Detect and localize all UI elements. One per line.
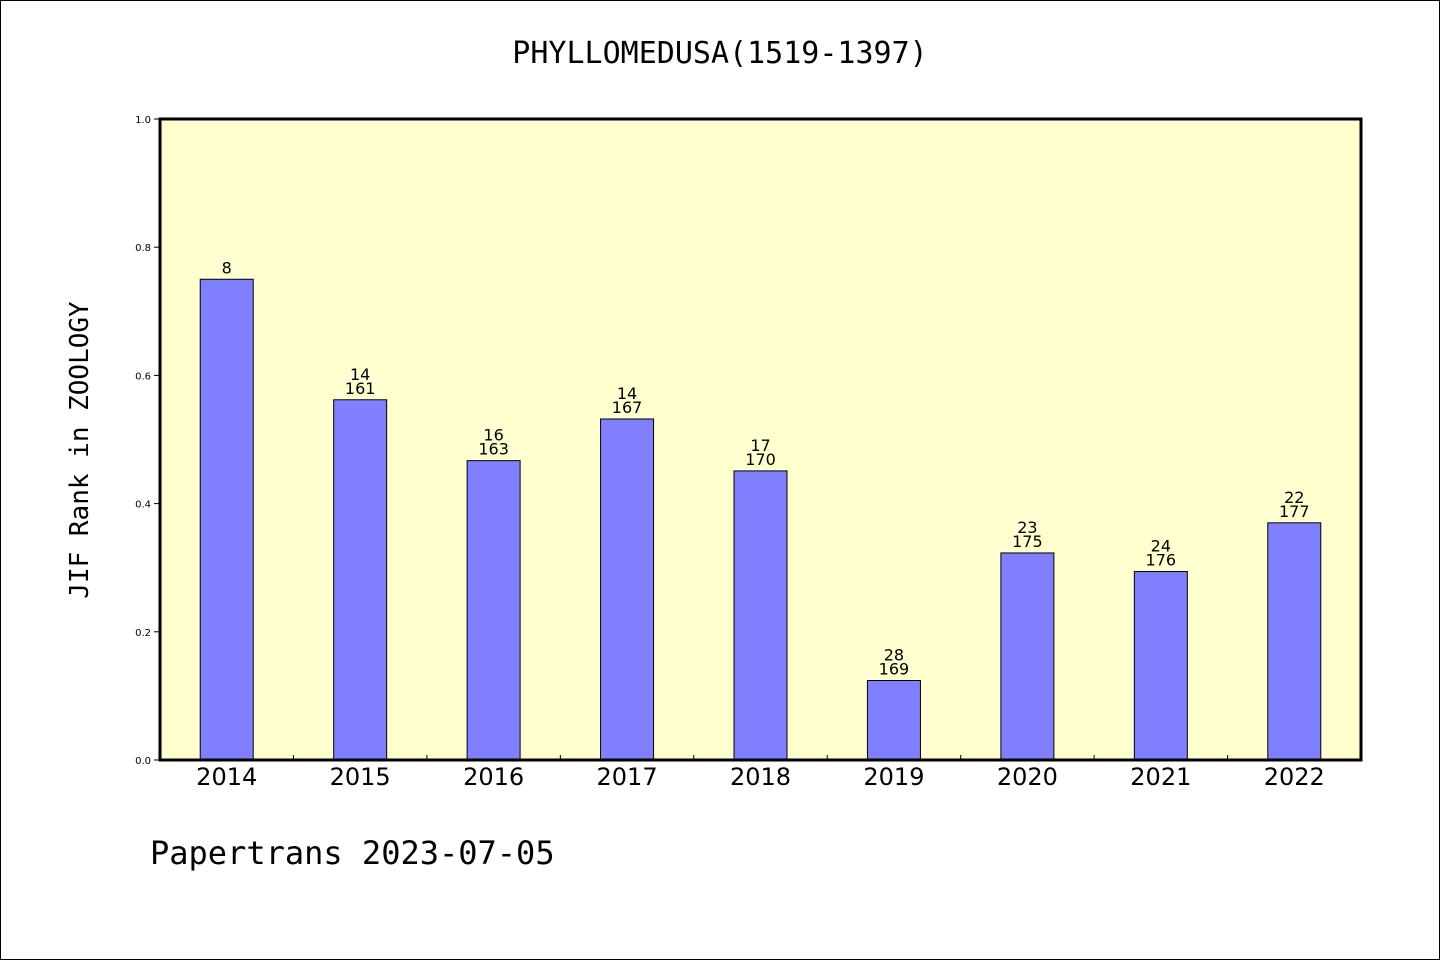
x-tick-label: 2021 bbox=[1130, 763, 1191, 791]
x-tick-label: 2014 bbox=[196, 763, 257, 791]
y-tick-label: 0.0 bbox=[135, 756, 151, 767]
y-tick-label: 0.6 bbox=[135, 371, 151, 382]
data-label: 175 bbox=[1012, 532, 1043, 551]
data-label: 16 bbox=[483, 426, 503, 445]
data-label: 14 bbox=[350, 365, 370, 384]
y-tick-label: 0.2 bbox=[135, 628, 151, 639]
bar bbox=[1267, 522, 1322, 761]
data-label: 17 bbox=[750, 436, 770, 455]
x-tick-label: 2019 bbox=[863, 763, 924, 791]
bar bbox=[466, 460, 521, 761]
data-label: 176 bbox=[1146, 551, 1177, 570]
y-tick-label: 1.0 bbox=[135, 115, 151, 126]
chart-title: PHYLLOMEDUSA(1519-1397) bbox=[512, 36, 928, 71]
data-label: 170 bbox=[745, 450, 776, 469]
data-label: 24 bbox=[1151, 537, 1171, 556]
data-label: 22 bbox=[1284, 488, 1304, 507]
x-tick-label: 2015 bbox=[330, 763, 391, 791]
y-tick-label: 0.8 bbox=[135, 243, 151, 254]
data-label: 28 bbox=[884, 646, 904, 665]
x-tick-label: 2020 bbox=[997, 763, 1058, 791]
bar bbox=[199, 278, 254, 761]
bar bbox=[1000, 552, 1055, 761]
data-label: 163 bbox=[478, 440, 509, 459]
data-label: 23 bbox=[1017, 518, 1037, 537]
data-label: 161 bbox=[345, 379, 376, 398]
x-tick-label: 2022 bbox=[1264, 763, 1325, 791]
data-label: 8 bbox=[222, 258, 232, 277]
bar bbox=[733, 470, 788, 761]
data-label: 14 bbox=[617, 384, 637, 403]
bar bbox=[600, 418, 655, 761]
x-tick-label: 2016 bbox=[463, 763, 524, 791]
bar bbox=[333, 399, 388, 761]
bar bbox=[1133, 571, 1188, 761]
y-tick-label: 0.4 bbox=[135, 500, 151, 511]
data-label: 169 bbox=[879, 660, 910, 679]
x-tick-label: 2018 bbox=[730, 763, 791, 791]
data-label: 167 bbox=[612, 398, 643, 417]
bar bbox=[866, 680, 921, 761]
footer-text: Papertrans 2023-07-05 bbox=[150, 834, 555, 872]
plot-border bbox=[158, 117, 1363, 762]
x-tick-label: 2017 bbox=[597, 763, 658, 791]
data-label: 177 bbox=[1279, 502, 1310, 521]
